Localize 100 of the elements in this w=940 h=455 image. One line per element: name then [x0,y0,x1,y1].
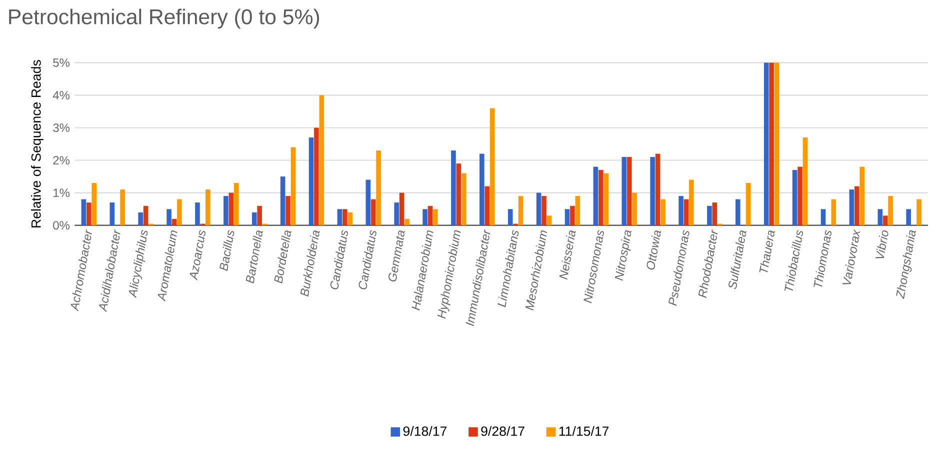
x-tick-label: Thauera [759,230,775,273]
bar [916,199,922,226]
x-tick-label: Bacillus [220,230,234,272]
bar [234,183,239,226]
bar [798,166,802,226]
bar [626,157,632,226]
bar [632,192,637,226]
y-tick-label: 2% [53,156,70,165]
legend-label: 11/15/17 [559,426,609,436]
bar [660,199,666,226]
bar [831,199,836,226]
x-tick-label: Zhongshania [896,230,916,300]
bar [110,202,115,226]
x-tick-label: Candidatus [358,230,376,290]
bar [888,196,893,226]
bar [622,157,627,226]
bar [769,62,774,226]
bar [120,190,125,226]
bar [138,212,143,226]
bar [337,209,342,226]
bar [802,138,808,226]
y-tick-label: 0% [53,221,70,230]
bar [195,202,200,226]
bar [575,196,580,226]
bar [308,138,314,226]
x-tick-label: Sulfuritalea [728,230,746,290]
bar [86,202,92,226]
bar [736,199,740,226]
bar [461,173,466,226]
x-tick-label: Candidatus [330,230,348,290]
bar [764,62,769,226]
bar [428,206,433,226]
x-tick-label: Vibrio [875,230,888,258]
bar [684,199,689,226]
bar [906,209,911,226]
legend-label: 9/18/17 [403,426,447,436]
bar [542,196,546,226]
bar [536,192,542,226]
bar [205,190,210,226]
bar [655,154,660,226]
bar [422,209,428,226]
x-tick-label: Azoarcus [190,230,206,281]
bar [792,170,798,226]
bar [604,173,608,226]
bar [849,190,854,226]
bar [314,128,319,226]
bar [570,206,575,226]
bar [650,157,655,226]
y-axis-title: Relative of Sequence Reads [31,60,44,228]
x-tick-label: Gemmata [388,230,405,282]
chart-title: Petrochemical Refinery (0 to 5%) [9,8,320,29]
bar [593,166,598,226]
bar [228,192,234,226]
bar [290,147,296,226]
bar [224,196,228,226]
x-tick-label: Burkholderia [300,230,320,297]
bar [854,186,860,226]
legend-label: 9/28/17 [481,426,524,436]
y-tick-label: 3% [53,124,70,132]
y-tick-label: 1% [54,188,70,198]
bar [342,209,348,226]
x-tick-label: Thiobacillus [784,230,804,291]
x-tick-label: Rhodobacter [698,229,718,298]
bar [882,216,888,226]
bar [820,209,826,226]
bar [92,183,96,226]
bar [404,218,410,226]
y-tick-label: 4% [52,91,70,100]
bar [546,216,552,226]
bar [490,108,495,226]
bar [860,166,864,226]
bar [399,192,404,226]
bar [774,62,780,226]
bar [484,186,490,226]
bar [376,150,381,226]
bar [508,209,513,226]
bar [689,180,694,226]
bar [598,170,604,226]
bar [370,199,376,226]
x-tick-label: Thiomonas [814,230,832,288]
bar [564,209,570,226]
bar [678,196,684,226]
bar [746,183,751,226]
bar [456,164,462,226]
bar [286,196,290,226]
x-tick-label: Variovorax [842,229,860,284]
bar [280,176,286,226]
x-tick-label: Aromatoleum [158,230,178,302]
bar [480,154,484,226]
bar [712,202,718,226]
x-tick-label: Bordetella [274,230,292,284]
bar [366,180,371,226]
x-tick-label: Neisseria [559,230,576,280]
x-tick-label: Nitrospira [614,230,632,281]
bar [81,199,86,226]
bar [143,206,148,226]
bar [177,199,182,226]
bar [319,95,324,226]
bar [394,202,399,226]
bar [257,206,262,226]
